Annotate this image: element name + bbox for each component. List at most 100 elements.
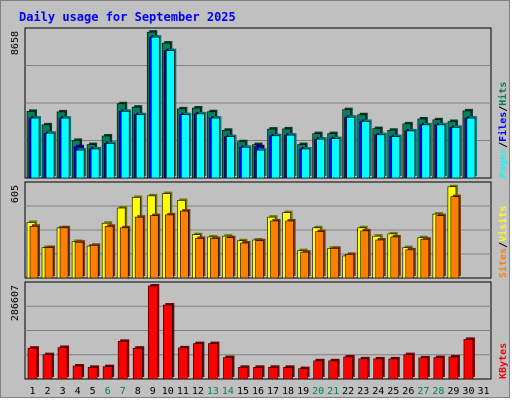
bar-sites-face	[195, 238, 204, 279]
bar-pages	[256, 148, 267, 179]
x-tick-label: 6	[105, 386, 111, 397]
x-tick-label: 31	[477, 386, 489, 397]
bar-sites	[195, 236, 206, 279]
bar-sites	[450, 194, 461, 279]
bar-pages-face	[30, 117, 40, 179]
bar-sites-face	[360, 230, 370, 279]
bar-kbytes	[223, 355, 235, 380]
bar-kbytes	[42, 352, 55, 380]
bar-pages-face	[466, 117, 476, 179]
bar-kbytes	[147, 284, 160, 380]
x-tick-label: 8	[135, 386, 141, 397]
bar-pages	[165, 48, 177, 179]
bar-sites	[255, 238, 266, 279]
chart-panels: 8658Pages/Files/Hits605Sites/Visits28660…	[10, 27, 509, 380]
bar-sites-face	[450, 196, 460, 279]
bar-sites	[405, 247, 416, 279]
bar-pages	[196, 111, 207, 179]
bar-pages-face	[346, 116, 355, 179]
x-tick-label: 17	[267, 386, 279, 397]
bar-pages	[271, 133, 282, 179]
bar-sites-face	[210, 238, 219, 279]
x-tick-label: 18	[282, 386, 294, 397]
bar-sites	[285, 218, 296, 279]
bar-sites	[240, 241, 251, 279]
bar-pages-face	[271, 135, 280, 179]
x-tick-label: 12	[192, 386, 204, 397]
legend-visits-sites: Sites/Visits	[497, 206, 509, 278]
bar-kbytes-face	[358, 358, 369, 380]
bar-kbytes-face	[87, 367, 98, 380]
bar-pages-face	[135, 114, 145, 179]
bar-sites	[89, 243, 101, 279]
bar-pages-face	[226, 136, 235, 179]
bar-kbytes	[283, 365, 295, 380]
legend-item: /	[498, 242, 509, 248]
bar-pages-face	[436, 124, 446, 179]
bar-pages	[226, 134, 237, 179]
bar-kbytes	[373, 356, 385, 380]
x-tick-label: 5	[90, 386, 96, 397]
bar-sites	[435, 213, 446, 279]
bar-sites-face	[74, 241, 84, 279]
legend-item: /	[498, 142, 509, 148]
bar-pages-face	[376, 134, 386, 179]
bar-pages	[436, 122, 447, 179]
bar-pages-face	[60, 117, 70, 179]
bar-kbytes-face	[343, 356, 353, 380]
bar-kbytes-face	[72, 365, 83, 380]
legend-hits-files-pages: Pages/Files/Hits	[497, 82, 509, 178]
bar-pages-face	[241, 147, 250, 179]
bar-kbytes-face	[223, 357, 233, 380]
bar-kbytes	[132, 346, 145, 380]
bar-kbytes	[448, 354, 460, 380]
bar-sites-face	[375, 239, 385, 279]
bar-kbytes-face	[433, 357, 444, 380]
y-max-label: 605	[10, 185, 21, 203]
bar-kbytes-face	[463, 339, 474, 380]
bar-sites-face	[119, 227, 129, 279]
bar-kbytes-face	[162, 304, 173, 380]
x-tick-label: 29	[447, 386, 459, 397]
bar-pages	[45, 131, 57, 179]
bar-kbytes-face	[268, 367, 278, 380]
bar-kbytes	[418, 355, 430, 380]
bar-sites	[119, 225, 131, 279]
bar-pages	[451, 125, 462, 179]
bar-sites-face	[104, 225, 114, 279]
bar-pages-face	[90, 148, 100, 179]
bar-sites	[104, 224, 116, 279]
bar-sites-face	[390, 236, 400, 279]
bar-sites	[315, 229, 326, 279]
bar-pages	[286, 133, 297, 179]
bar-pages	[90, 146, 102, 179]
x-tick-label: 9	[150, 386, 156, 397]
y-max-label: 286607	[10, 285, 21, 321]
x-tick-label: 2	[45, 386, 51, 397]
bar-kbytes-face	[403, 354, 414, 380]
bar-kbytes	[178, 345, 190, 380]
bar-sites	[345, 252, 356, 279]
bar-pages	[30, 116, 41, 179]
bar-kbytes-face	[193, 343, 203, 380]
bar-pages-face	[165, 50, 175, 179]
bar-sites	[59, 225, 71, 279]
panel-kbytes: 286607 KBytes	[10, 281, 509, 380]
legend-item: Sites	[497, 248, 509, 278]
bar-kbytes-face	[238, 367, 248, 380]
x-tick-label: 10	[162, 386, 174, 397]
bar-kbytes	[27, 346, 39, 380]
legend-item: Visits	[497, 206, 509, 242]
bar-pages-face	[211, 117, 220, 179]
bar-pages-face	[361, 121, 371, 179]
bar-sites-face	[89, 245, 99, 279]
x-tick-label: 19	[297, 386, 309, 397]
x-tick-label: 22	[342, 386, 354, 397]
bar-sites	[210, 236, 221, 279]
bar-kbytes-face	[42, 354, 53, 380]
bar-pages-face	[406, 130, 416, 179]
bar-pages	[181, 112, 192, 179]
bar-pages	[60, 116, 72, 179]
bar-pages-face	[451, 127, 461, 179]
